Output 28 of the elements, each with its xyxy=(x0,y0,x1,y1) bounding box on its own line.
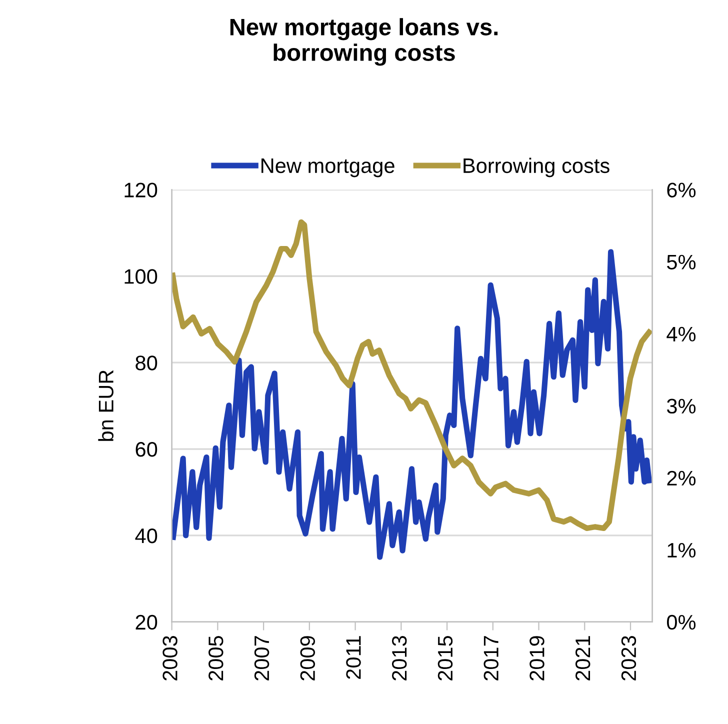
x-tick-label: 2013 xyxy=(392,636,407,680)
y-tick-label: 40 xyxy=(135,528,158,544)
y2-tick-label: 1% xyxy=(668,542,696,558)
x-tick-label: 2023 xyxy=(621,636,636,680)
y2-tick-label: 0% xyxy=(666,614,696,630)
x-tick-label: 2011 xyxy=(346,636,361,679)
y2-tick-label: 5% xyxy=(667,254,696,270)
y-tick-label: 100 xyxy=(124,269,158,284)
x-tick-label: 2019 xyxy=(530,636,544,680)
chart-title: New mortgage loans vs. borrowing costs xyxy=(230,18,498,66)
y2-tick-label: 6% xyxy=(667,182,696,198)
x-tick-label: 2017 xyxy=(484,636,498,680)
x-tick-label: 2021 xyxy=(575,636,590,680)
x-tick-label: 2015 xyxy=(438,636,453,680)
y2-tick-label: 3% xyxy=(666,398,696,414)
y-axis-title: bn EUR xyxy=(98,370,114,441)
x-tick-label: 2003 xyxy=(162,636,178,680)
x-tick-label: 2005 xyxy=(208,636,224,680)
x-tick-label: 2007 xyxy=(254,636,270,680)
legend-label: Borrowing costs xyxy=(464,158,610,178)
y-tick-label: 120 xyxy=(124,182,158,198)
legend-label: New mortgage xyxy=(262,158,394,178)
y-tick-label: 20 xyxy=(136,614,158,630)
y2-tick-label: 4% xyxy=(666,326,696,342)
y-tick-label: 60 xyxy=(136,442,158,457)
y2-tick-label: 2% xyxy=(667,470,696,486)
x-tick-label: 2009 xyxy=(300,636,316,680)
y-tick-label: 80 xyxy=(136,356,158,370)
